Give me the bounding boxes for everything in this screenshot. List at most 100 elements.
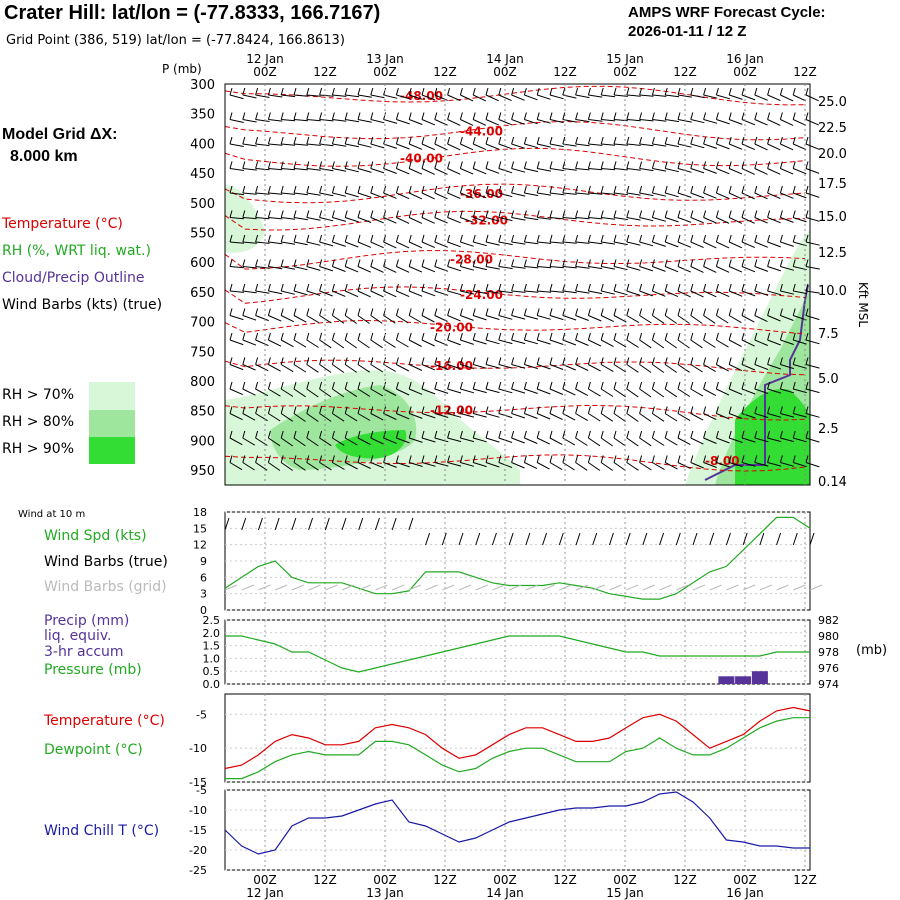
wind-barb-flag [741, 308, 745, 316]
wind-barb [472, 94, 487, 102]
wind-barb [319, 413, 332, 422]
height-tick-5: 12.5 [818, 246, 847, 261]
wind-barb-flag [639, 406, 643, 414]
wind-barb [537, 315, 551, 320]
wind-barb [665, 94, 680, 98]
wind-barb [716, 94, 731, 100]
wind-barb-flag [331, 259, 335, 267]
wind-barb [255, 143, 270, 147]
wind10m-barb-22 [592, 532, 598, 546]
wind-barb [664, 413, 678, 422]
wind-barb-flag [421, 112, 425, 120]
wind10m-barb-34 [792, 532, 798, 546]
wind-barb [293, 168, 308, 171]
wind-barb [677, 339, 690, 349]
wind-barb [319, 94, 334, 97]
wind-barb [485, 339, 500, 345]
wind-barb [536, 437, 551, 445]
temp-panel-frame [224, 693, 811, 783]
wind-barb-flag [459, 87, 463, 96]
wind-barb [537, 143, 551, 148]
wind-barb-flag [741, 332, 745, 341]
wind-barb [575, 388, 589, 397]
wind-barb [511, 364, 526, 369]
wind-barb [626, 339, 639, 348]
wind-barb-flag [536, 234, 540, 243]
wind10m-barb-14 [458, 532, 464, 546]
wind-barb [370, 119, 385, 124]
wind-barb-flag [613, 332, 617, 341]
wind-barb-flag [459, 357, 463, 365]
wind-barb-flag [408, 430, 412, 439]
wind10m-barb-29 [709, 532, 715, 546]
wind-barb [396, 168, 410, 175]
wind-barb-flag [715, 185, 719, 194]
wind-barb-flag [447, 112, 451, 120]
wind-barb-flag [805, 161, 809, 169]
wind-barb [524, 413, 538, 419]
wind-barb [306, 119, 321, 122]
wind-barb [575, 241, 590, 244]
wind-barb-flag [242, 210, 246, 218]
wind-barb-flag [677, 455, 681, 463]
wind-barb-flag [511, 283, 515, 292]
wind-barb-flag [613, 357, 617, 365]
wind-barb [588, 266, 603, 270]
wind10m-barb-7 [341, 517, 347, 531]
wind-barb [588, 192, 603, 195]
wind-barb-flag [472, 210, 476, 218]
wind-barb [460, 217, 474, 223]
wind-barb-flag [242, 87, 246, 96]
pressure-ytick-976: 976 [818, 662, 839, 675]
wind-barb [357, 364, 370, 373]
wind-barb-flag [767, 381, 771, 390]
wind-barb-flag [626, 136, 630, 145]
wind-barb [537, 241, 552, 244]
wind10m-grid-barb-4 [291, 584, 305, 591]
wind-barb [306, 94, 321, 97]
wind-barb [396, 192, 410, 200]
wind-barb [665, 192, 679, 198]
wind-barb-flag [447, 455, 451, 463]
wind-barb [716, 413, 730, 420]
temp-contour-label-1: -44.00 [460, 125, 503, 139]
wind-barb-flag [664, 308, 668, 316]
wind-barb [434, 266, 449, 272]
bottom-time-label-0: 00Z [253, 873, 277, 887]
wind-barb-flag [792, 210, 796, 218]
wind-barb-flag [498, 332, 502, 341]
wind-barb [549, 364, 564, 370]
precip-panel-frame [224, 619, 811, 685]
wind-barb-flag [370, 357, 374, 365]
wind-barb-flag [511, 210, 515, 218]
wind-barb [332, 339, 345, 349]
wind-barb-flag [370, 185, 374, 194]
wind-barb [293, 315, 307, 323]
wind-barb-flag [779, 210, 783, 218]
wind-barb-flag [741, 455, 745, 463]
wind-barb [639, 143, 654, 147]
temp-contour-0 [224, 85, 806, 106]
wind-barb-flag [600, 381, 604, 390]
wind-barb [255, 168, 270, 171]
wind-barb [242, 364, 256, 371]
pressure-line [225, 635, 810, 673]
wind-barb [754, 339, 768, 346]
wind-barb-flag [741, 136, 745, 145]
wind-barb-flag [293, 283, 297, 292]
wind-barb [357, 241, 372, 248]
wind-barb-flag [511, 455, 515, 463]
wind-barb-flag [408, 381, 412, 390]
wind-barb [434, 388, 449, 394]
wind-barb [345, 143, 359, 148]
wind-barb-flag [447, 210, 451, 218]
wind-barb-flag [767, 430, 771, 439]
wind-barb [255, 364, 269, 372]
wind10m-grid-barb-20 [559, 584, 572, 591]
wind-barb [306, 143, 321, 146]
wind-barb [613, 94, 628, 97]
precip-ytick-1.5: 1.5 [203, 640, 221, 653]
p-axis-title: P (mb) [162, 62, 202, 76]
wind-barb-flag [754, 308, 758, 316]
wind-barb [306, 462, 319, 471]
